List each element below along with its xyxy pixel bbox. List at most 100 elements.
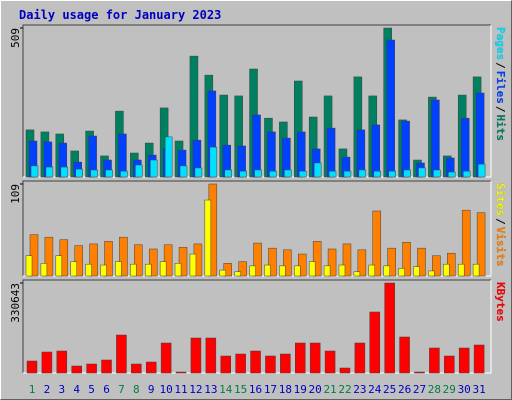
bar: [295, 342, 306, 374]
x-tick-label: 8: [133, 383, 140, 396]
bar: [372, 210, 382, 277]
x-tick-label: 2: [44, 383, 51, 396]
bar: [339, 367, 351, 374]
bar: [457, 263, 465, 277]
x-tick-label: 6: [103, 383, 110, 396]
bar: [179, 165, 188, 178]
bar: [383, 265, 390, 277]
bar: [353, 271, 361, 277]
bar: [326, 127, 336, 178]
bar: [175, 371, 187, 374]
legend: Pages / Files / Hits: [494, 27, 507, 141]
bar: [280, 353, 291, 374]
bar: [433, 169, 441, 178]
bar: [219, 269, 226, 277]
bar: [299, 170, 307, 178]
bar: [160, 342, 172, 374]
bar: [194, 167, 203, 178]
bar: [432, 255, 441, 277]
bar: [70, 261, 77, 277]
bar: [267, 131, 276, 178]
x-tick-label: 27: [413, 383, 426, 396]
bar: [418, 167, 426, 178]
bar: [224, 169, 232, 178]
bar: [358, 169, 367, 178]
bar: [115, 261, 122, 277]
bar: [417, 247, 426, 277]
bar: [41, 351, 53, 374]
legend: Sites / Visits: [494, 183, 507, 267]
x-tick-label: 4: [73, 383, 80, 396]
x-tick-label: 23: [353, 383, 366, 396]
bar: [252, 114, 261, 178]
bar: [205, 337, 217, 374]
bar: [428, 270, 435, 277]
bar: [368, 264, 376, 277]
bar: [134, 244, 143, 277]
bar: [387, 247, 396, 277]
plot-border-dark: [22, 24, 491, 177]
x-tick-label: 28: [428, 383, 441, 396]
bar: [268, 247, 277, 277]
x-tick-label: 12: [189, 383, 202, 396]
legend-entry: Visits: [494, 227, 507, 267]
x-tick-label: 3: [58, 383, 65, 396]
chart-title: Daily usage for January 2023: [19, 8, 221, 22]
bar: [384, 282, 395, 374]
bar: [254, 169, 262, 178]
bar: [369, 311, 381, 374]
bar: [371, 124, 381, 178]
bar: [45, 166, 54, 178]
x-tick-label: 31: [472, 383, 485, 396]
bar: [144, 263, 152, 277]
y-tick-label: 109: [9, 184, 22, 204]
bar: [235, 353, 246, 374]
bar: [476, 212, 486, 277]
x-tick-label: 9: [148, 383, 155, 396]
legend-separator: /: [494, 62, 507, 69]
bar: [85, 263, 92, 277]
legend-separator: /: [494, 106, 507, 113]
x-tick-label: 21: [323, 383, 336, 396]
bar: [130, 263, 137, 277]
bar: [429, 347, 440, 374]
x-tick-label: 15: [234, 383, 247, 396]
plot-border-dark: [22, 279, 491, 373]
bar: [401, 120, 410, 178]
bar: [163, 244, 173, 277]
bar: [473, 344, 485, 374]
bar: [60, 166, 69, 178]
bar: [298, 253, 307, 277]
bar: [448, 171, 456, 178]
bar: [324, 350, 336, 374]
bar: [148, 248, 158, 277]
y-tick-label: 509: [9, 28, 22, 48]
bar: [402, 241, 411, 277]
x-tick-label: 17: [264, 383, 277, 396]
bar: [398, 268, 405, 277]
bar: [472, 263, 480, 277]
bar: [55, 255, 63, 277]
x-tick-label: 11: [174, 383, 187, 396]
bar: [431, 99, 440, 178]
bar: [309, 342, 321, 374]
x-tick-label: 5: [88, 383, 95, 396]
x-tick-label: 24: [368, 383, 382, 396]
x-tick-label: 14: [219, 383, 233, 396]
bar: [105, 169, 113, 178]
bar: [284, 169, 292, 178]
legend-entry: Sites: [494, 183, 507, 216]
bar: [74, 245, 83, 277]
bar: [444, 355, 455, 374]
legend-entry: Files: [494, 71, 507, 104]
x-tick-label: 22: [338, 383, 351, 396]
bar: [413, 266, 420, 277]
bar: [29, 234, 39, 277]
bar: [357, 249, 367, 277]
bar: [460, 117, 470, 178]
bar: [26, 360, 38, 374]
bar: [249, 265, 256, 277]
bar: [116, 334, 127, 374]
